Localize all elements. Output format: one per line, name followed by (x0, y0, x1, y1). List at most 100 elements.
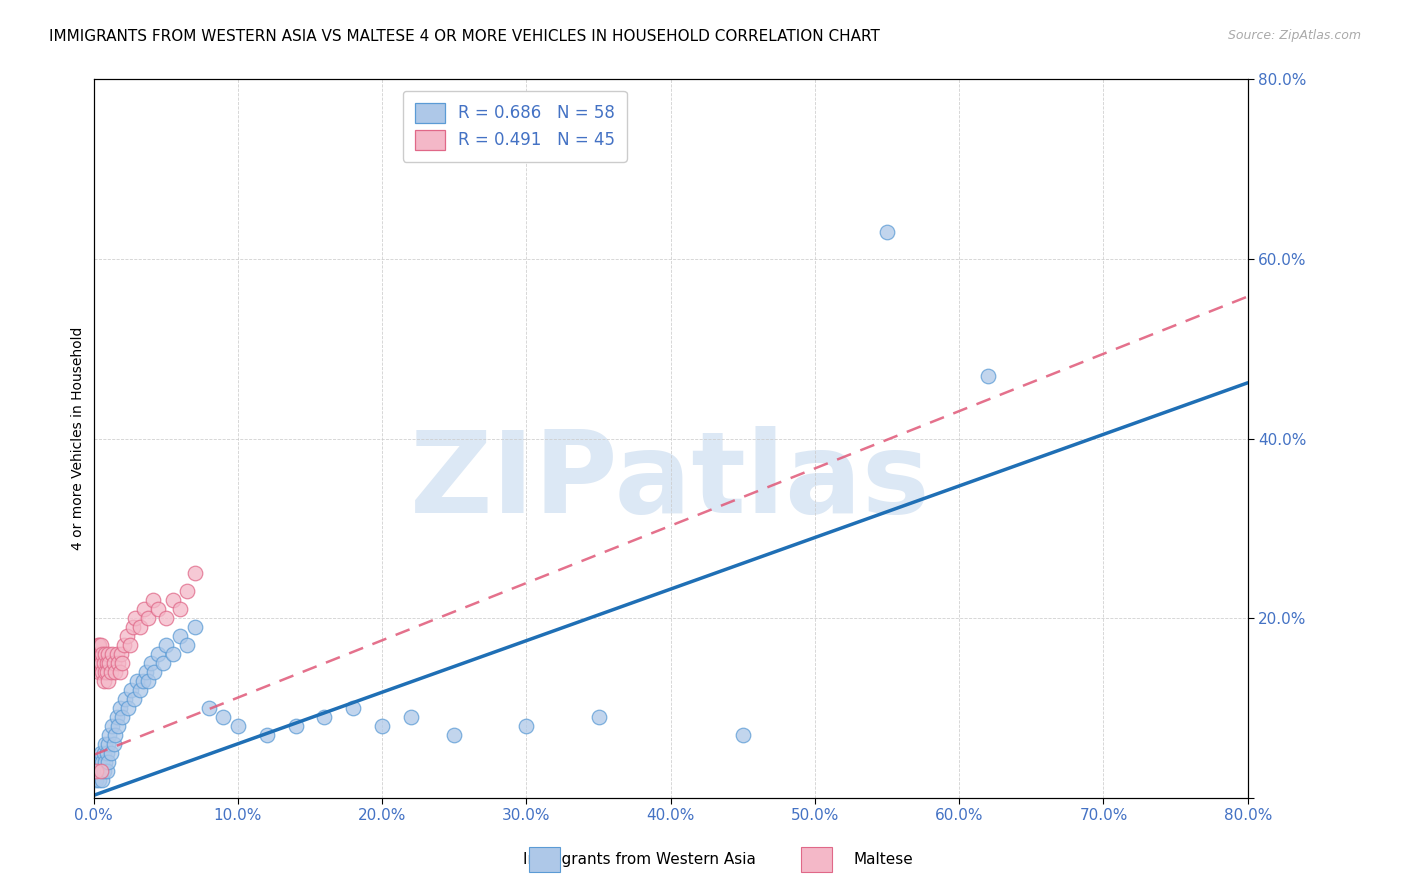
Point (110, 647, 132, 661)
Point (86, 764, 108, 778)
Point (104, 728, 127, 742)
Point (97, 737, 120, 751)
Point (90, 657, 112, 671)
Point (162, 647, 184, 661)
Point (97, 674, 120, 689)
Point (86, 773, 108, 788)
Point (121, 620, 143, 634)
Point (731, 728, 754, 742)
Point (115, 629, 138, 643)
Point (97, 647, 120, 661)
Point (183, 566, 205, 581)
Point (89, 665, 111, 680)
Point (212, 710, 235, 724)
Point (128, 620, 150, 634)
Point (977, 368, 1000, 383)
Point (131, 674, 153, 689)
Point (152, 657, 174, 671)
Point (93, 674, 115, 689)
Point (176, 638, 198, 652)
Point (124, 611, 146, 625)
Point (118, 638, 141, 652)
Point (86, 647, 108, 661)
Legend: R = 0.686   N = 58, R = 0.491   N = 45: R = 0.686 N = 58, R = 0.491 N = 45 (404, 91, 627, 161)
Point (90, 746, 112, 760)
Point (87, 638, 110, 652)
Point (90, 764, 112, 778)
Point (132, 602, 155, 616)
Point (162, 593, 184, 607)
Point (108, 665, 131, 680)
Point (94, 665, 117, 680)
Point (107, 657, 129, 671)
Point (284, 719, 307, 733)
Point (100, 665, 122, 680)
Point (111, 657, 134, 671)
Point (94, 755, 117, 769)
Point (314, 710, 336, 724)
Point (117, 701, 139, 715)
Point (91, 647, 114, 661)
Point (96, 746, 118, 760)
Point (91, 665, 114, 680)
Point (108, 701, 131, 715)
Point (169, 629, 191, 643)
Point (94, 737, 117, 751)
Point (87, 657, 110, 671)
Point (87, 764, 110, 778)
Point (143, 665, 166, 680)
Point (148, 647, 170, 661)
Point (104, 665, 127, 680)
Text: ZIPatlas: ZIPatlas (411, 426, 931, 537)
Point (138, 674, 160, 689)
Point (399, 710, 422, 724)
Text: Immigrants from Western Asia: Immigrants from Western Asia (523, 853, 756, 867)
Point (588, 710, 610, 724)
Point (141, 657, 163, 671)
Point (105, 647, 128, 661)
Point (90, 638, 112, 652)
Point (169, 602, 191, 616)
Point (93, 746, 115, 760)
Point (226, 719, 249, 733)
Point (198, 701, 221, 715)
Point (89, 647, 111, 661)
Point (89, 773, 111, 788)
Point (90, 764, 112, 778)
Point (105, 710, 128, 724)
Point (120, 683, 142, 698)
Point (96, 657, 118, 671)
Y-axis label: 4 or more Vehicles in Household: 4 or more Vehicles in Household (72, 326, 86, 550)
Point (256, 728, 278, 742)
Point (94, 647, 117, 661)
Text: IMMIGRANTS FROM WESTERN ASIA VS MALTESE 4 OR MORE VEHICLES IN HOUSEHOLD CORRELAT: IMMIGRANTS FROM WESTERN ASIA VS MALTESE … (49, 29, 880, 44)
Point (155, 611, 177, 625)
Point (134, 665, 156, 680)
Point (103, 737, 125, 751)
Point (148, 602, 170, 616)
Point (138, 611, 160, 625)
Point (128, 683, 150, 698)
Text: Maltese: Maltese (853, 853, 912, 867)
Point (142, 593, 165, 607)
Point (103, 657, 125, 671)
Point (125, 674, 148, 689)
Point (91, 755, 114, 769)
Point (371, 719, 394, 733)
Point (91, 773, 114, 788)
Point (96, 665, 118, 680)
Point (111, 710, 134, 724)
Point (176, 584, 198, 599)
Point (89, 755, 111, 769)
Point (93, 657, 115, 671)
Point (97, 755, 120, 769)
Point (93, 764, 115, 778)
Point (112, 638, 135, 652)
Point (100, 746, 122, 760)
Point (101, 647, 124, 661)
Point (443, 728, 465, 742)
Point (122, 692, 145, 706)
Point (342, 701, 364, 715)
Point (96, 764, 118, 778)
Point (89, 638, 111, 652)
